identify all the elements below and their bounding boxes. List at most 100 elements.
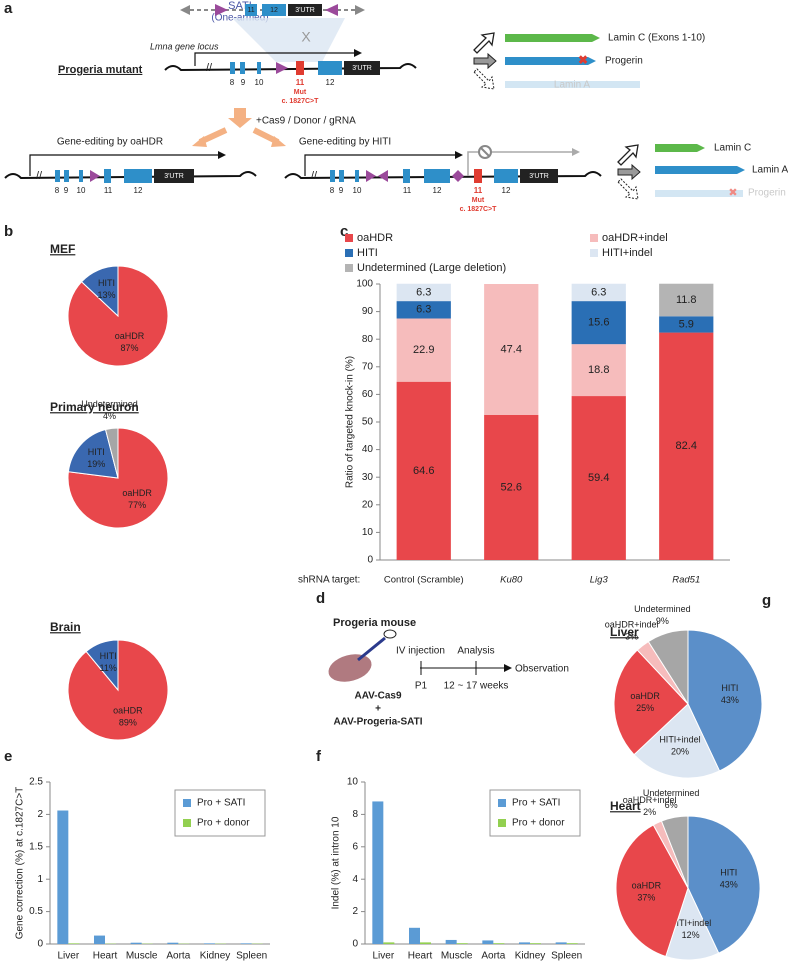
progerin-bar [655, 190, 743, 197]
exon [240, 62, 245, 74]
slice-value: 9% [656, 616, 669, 626]
exon [355, 170, 359, 182]
product-arrow [617, 178, 639, 200]
vector-label: AAV-Cas9 [354, 691, 401, 702]
y-tick-label: 70 [362, 361, 374, 372]
legend-label: HITI+indel [602, 247, 652, 259]
pie-slice [80, 265, 119, 318]
slice-value: 13% [97, 290, 115, 300]
slice-label: Undetermined [643, 788, 700, 798]
x-tick-label: Liver [57, 951, 79, 962]
pie-slice [104, 427, 119, 479]
cut-site [215, 4, 228, 16]
panel-label: c [340, 223, 348, 240]
value-label: 18.8 [588, 364, 609, 376]
method-label: Gene-editing by HITI [299, 137, 391, 148]
slice-value: 77% [128, 500, 146, 510]
exon-label: 12 [134, 186, 143, 195]
exon [55, 170, 60, 182]
product-arrow [473, 68, 495, 90]
x-tick-label: Muscle [441, 951, 473, 962]
slice-value: 11% [99, 663, 116, 673]
bar-segment [396, 318, 451, 382]
break-mark: // [206, 62, 213, 74]
lamin-c-bar [655, 144, 705, 152]
bar [204, 943, 215, 944]
y-tick-label: 0 [37, 939, 43, 950]
pie-title: MEF [50, 242, 75, 256]
value-label: 6.3 [416, 304, 431, 316]
locus-label: Lmna gene locus [150, 41, 219, 51]
utr-label: 3'UTR [295, 7, 315, 14]
exon-label: 12 [326, 78, 335, 87]
exon-label: 10 [77, 186, 86, 195]
exon-label: 10 [255, 78, 264, 87]
pie-slice [85, 639, 119, 692]
x-tick-label: Spleen [551, 951, 582, 962]
pie-title: Brain [50, 620, 81, 634]
bar [555, 942, 567, 944]
legend-swatch [183, 819, 191, 827]
panel-label: g [762, 592, 771, 609]
exon-label: 11 [247, 7, 254, 14]
exon [245, 4, 257, 16]
transcript-arrow [304, 154, 455, 176]
mutant-exon [474, 169, 482, 183]
product-arrow [473, 32, 495, 54]
block-sign [480, 147, 490, 157]
progerin-bar [505, 57, 596, 65]
bar [493, 943, 505, 944]
bar [530, 943, 541, 944]
exon-label: 11 [296, 78, 305, 87]
timeline-label: 12 ~ 17 weeks [444, 681, 509, 692]
slice-value: 2% [643, 807, 656, 817]
exon-label: 11 [403, 186, 412, 195]
x-tick-label: Rad51 [672, 575, 700, 586]
cut-site [90, 170, 100, 182]
vector-label: AAV-Progeria-SATI [333, 717, 422, 728]
pie-slice [67, 427, 169, 529]
reagents: +Cas9 / Donor / gRNA [256, 116, 356, 127]
bar [130, 942, 142, 944]
panel-label: f [316, 748, 322, 765]
product-arrow [617, 163, 641, 181]
bar [519, 942, 530, 944]
y-tick-label: 30 [362, 472, 374, 483]
product-label: Progerin [748, 188, 786, 199]
deletion-mark: ✖ [578, 53, 588, 67]
value-label: 6.3 [591, 286, 606, 298]
utr [288, 4, 322, 16]
legend-label: Pro + SATI [197, 798, 245, 809]
legend-swatch [183, 799, 191, 807]
vector-label: + [375, 704, 381, 715]
legend-label: HITI [357, 247, 378, 259]
exon-label: 11 [474, 186, 483, 195]
value-label: 59.4 [588, 472, 609, 484]
exon [339, 170, 344, 182]
utr-label: 3'UTR [164, 173, 184, 180]
mutation-label: Mut [472, 197, 485, 204]
blocked-transcript [467, 151, 572, 176]
x-tick-label: Aorta [166, 951, 190, 962]
arrowhead [455, 151, 463, 159]
value-label: 15.6 [588, 317, 609, 329]
exon [124, 169, 152, 183]
arrowhead [218, 151, 226, 159]
y-tick-label: 50 [362, 417, 374, 428]
bar [94, 935, 105, 944]
x-axis-label: shRNA target: [298, 575, 360, 586]
legend-swatch [345, 249, 353, 257]
value-label: 64.6 [413, 465, 434, 477]
y-tick-label: 10 [347, 777, 359, 788]
exon-label: 8 [230, 78, 235, 87]
arrowhead [355, 5, 365, 15]
exon [330, 170, 335, 182]
exon [318, 61, 342, 75]
slice-label: oaHDR [113, 706, 143, 716]
mutation-label: Mut [294, 89, 307, 96]
pie-slice [660, 815, 689, 889]
deletion-mark: ✖ [728, 187, 737, 199]
bar [383, 942, 395, 944]
bar-segment [659, 332, 714, 560]
timeline-label: Analysis [457, 646, 494, 657]
